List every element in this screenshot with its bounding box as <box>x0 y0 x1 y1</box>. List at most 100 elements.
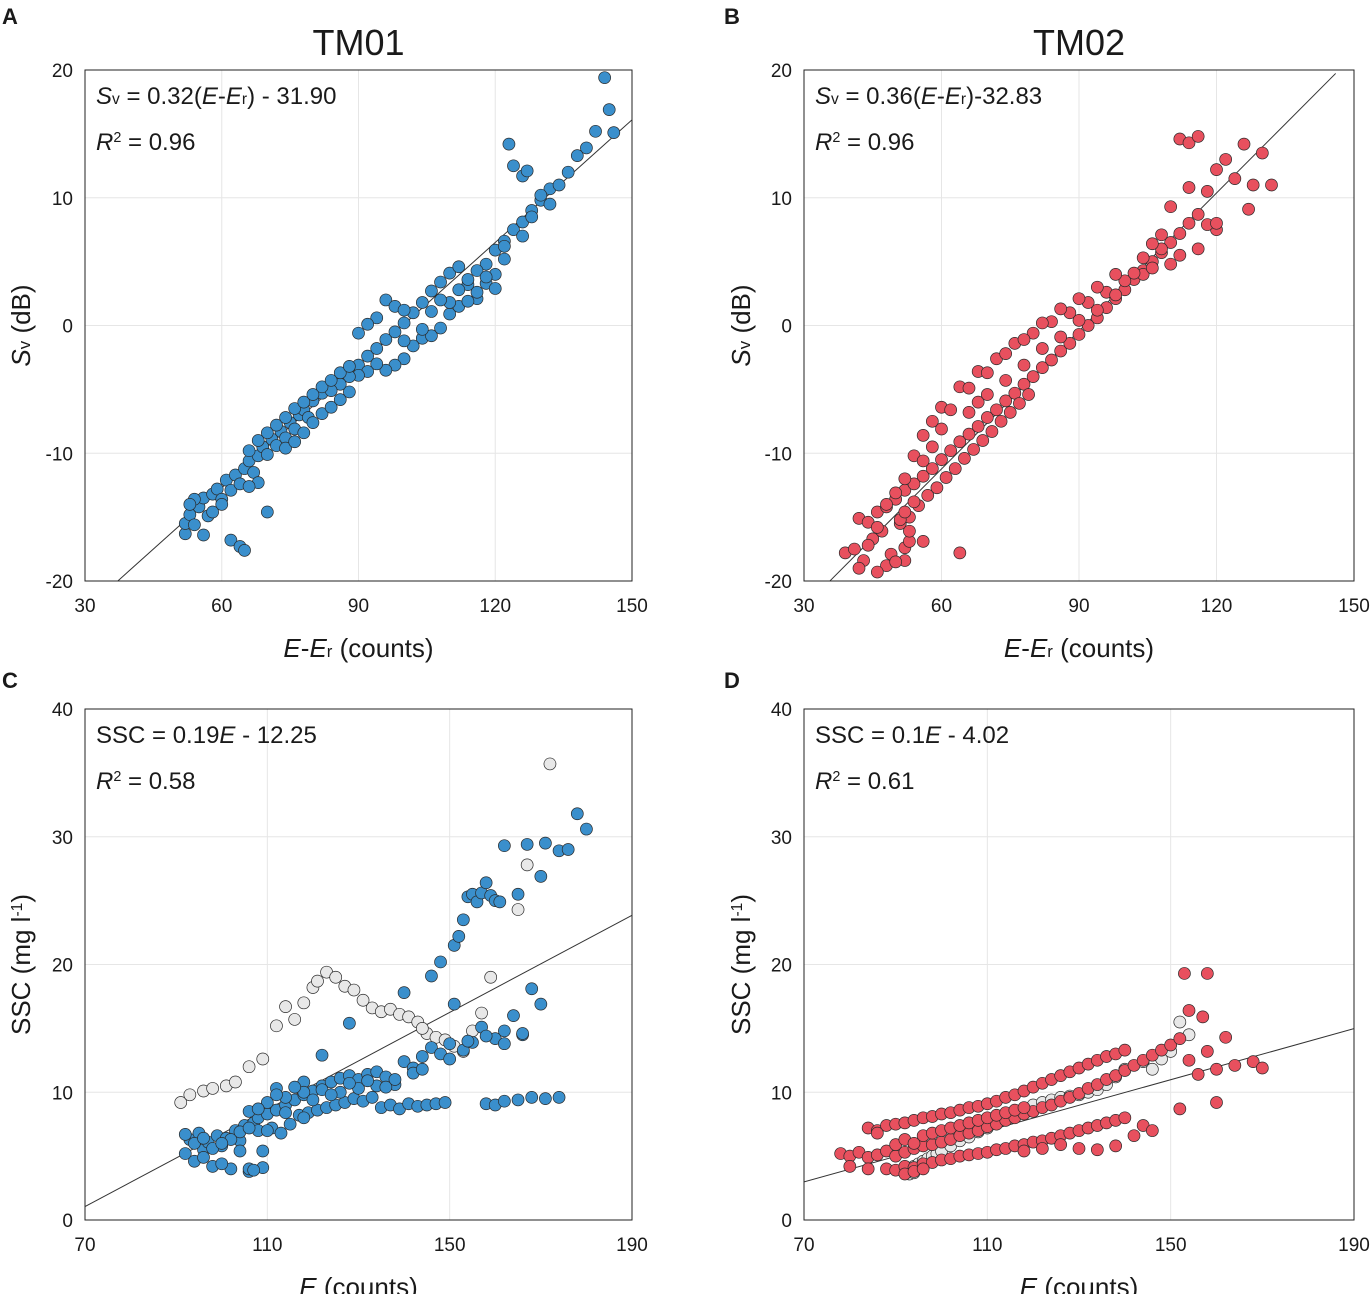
data-point <box>188 518 201 532</box>
x-axis-label: E-Er (counts) <box>283 633 433 663</box>
data-point <box>1026 326 1040 340</box>
data-point <box>898 472 912 486</box>
panel-b: 30 60 90 120 150 -20 -10 0 10 20 E-Er (counts) Sv (… <box>724 4 1370 663</box>
data-point <box>456 913 470 927</box>
data-point <box>379 333 393 346</box>
data-point <box>1017 333 1031 346</box>
y-tick-label: 0 <box>62 317 73 338</box>
data-point <box>870 1126 884 1140</box>
data-point <box>1090 280 1104 294</box>
data-point <box>1210 1096 1223 1109</box>
x-tick-label: 90 <box>348 596 369 617</box>
panel-letter: D <box>724 668 740 693</box>
x-axis-label: E-Er (counts) <box>1004 633 1154 663</box>
data-point <box>1017 1144 1031 1158</box>
data-point <box>361 317 374 331</box>
data-point <box>270 1019 283 1033</box>
data-point <box>1173 1102 1187 1116</box>
data-point <box>379 1080 393 1094</box>
data-point <box>1022 388 1035 401</box>
data-point <box>552 1091 566 1104</box>
r-squared: R2 = 0.61 <box>815 768 914 795</box>
data-point <box>539 836 552 850</box>
data-point <box>1173 227 1187 240</box>
data-point <box>976 434 990 447</box>
data-point <box>270 1088 283 1102</box>
r-squared: R2 = 0.58 <box>96 768 195 795</box>
data-point <box>1035 342 1049 355</box>
data-point <box>1228 1059 1242 1072</box>
data-point <box>1145 237 1159 251</box>
y-tick-label: 10 <box>52 189 73 210</box>
data-point <box>543 757 557 771</box>
data-point <box>1191 208 1205 221</box>
data-point <box>1054 1138 1068 1151</box>
data-point <box>229 1075 242 1089</box>
data-point <box>224 483 238 497</box>
data-point <box>907 495 921 509</box>
panel-d: 70 110 150 190 0 10 20 30 40 E (counts) SSC (mg l-… <box>724 668 1370 1294</box>
data-point <box>425 284 438 298</box>
data-point <box>174 1096 188 1109</box>
data-point <box>916 429 930 442</box>
data-point <box>484 970 498 984</box>
data-point <box>525 210 539 224</box>
y-tick-label: 40 <box>52 700 73 721</box>
data-point <box>967 443 980 456</box>
data-point <box>270 418 283 432</box>
y-tick-label: 0 <box>781 317 792 338</box>
x-tick-label: 150 <box>616 596 648 617</box>
data-point <box>1182 1053 1196 1067</box>
y-tick-label: 10 <box>52 1083 73 1104</box>
data-point <box>507 1009 520 1022</box>
data-point <box>1173 1032 1187 1045</box>
data-point <box>178 1128 192 1141</box>
data-point <box>999 394 1013 408</box>
data-point <box>324 400 338 414</box>
data-point <box>297 395 311 409</box>
data-point <box>498 839 511 853</box>
data-point <box>1118 274 1132 288</box>
panel-letter: C <box>2 668 18 693</box>
data-point <box>352 326 365 340</box>
regression-line <box>804 1028 1354 1183</box>
data-point <box>470 285 484 299</box>
data-point <box>1072 292 1086 306</box>
data-point <box>498 1037 511 1051</box>
data-point <box>1200 967 1214 980</box>
panel-letter: B <box>724 4 740 29</box>
data-point <box>1173 1015 1187 1029</box>
data-point <box>889 486 903 500</box>
data-point <box>434 275 447 289</box>
x-tick-label: 190 <box>1338 1235 1370 1256</box>
panel-letter: A <box>2 4 18 29</box>
plot-frame <box>803 708 1355 1221</box>
data-point <box>589 124 602 138</box>
data-point <box>242 1121 256 1135</box>
data-point <box>242 480 256 493</box>
data-point <box>602 103 616 116</box>
data-point <box>498 1094 511 1108</box>
data-point <box>1013 397 1026 410</box>
data-point <box>306 388 320 401</box>
data-point <box>1118 1043 1132 1057</box>
data-point <box>475 1006 488 1020</box>
data-point <box>916 469 930 483</box>
data-point <box>447 997 461 1011</box>
data-point <box>516 1027 529 1040</box>
data-point <box>1017 358 1031 372</box>
data-point <box>925 462 939 475</box>
data-point <box>397 316 411 330</box>
data-point <box>1003 406 1017 419</box>
data-point <box>297 426 311 440</box>
data-point <box>324 1088 338 1102</box>
observations-series <box>178 807 593 1178</box>
y-tick-label: -10 <box>46 444 73 465</box>
y-axis-label: Sv (dB) <box>6 284 36 366</box>
data-point <box>279 1106 292 1120</box>
data-point <box>1035 316 1049 330</box>
data-point <box>916 535 930 548</box>
plot-frame <box>803 69 1355 582</box>
data-point <box>425 1041 438 1054</box>
